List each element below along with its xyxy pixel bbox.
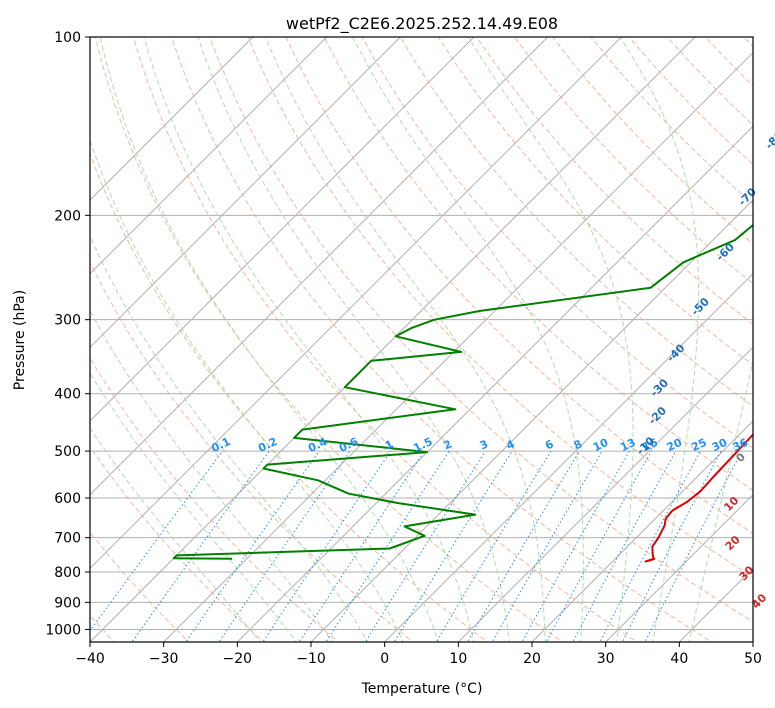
isotherm-line [90,37,254,201]
grid-layer [90,37,753,642]
mixing-ratio-label: 10 [591,436,611,454]
x-tick-label: 50 [744,651,762,667]
y-tick-label: 700 [54,531,81,547]
x-tick-label: −40 [75,651,105,667]
x-tick-label: −20 [223,651,253,667]
chart-title: wetPf2_C2E6.2025.252.14.49.E08 [286,14,558,34]
x-tick-label: 10 [449,651,467,667]
dry-adiabat-line [361,37,753,449]
dry-adiabat-line [90,260,414,642]
moist-adiabat-line [467,37,634,642]
x-tick-label: −10 [296,651,326,667]
series-layer [172,223,753,563]
dry-adiabat-line [399,37,753,407]
moist-adiabat-line [90,235,369,642]
y-tick-label: 800 [54,565,81,581]
mixing-ratio-line [599,450,701,642]
isotherm-line [90,37,328,275]
x-tick-label: −30 [149,651,179,667]
isotherm-line [457,346,753,642]
isotherm-line [90,37,475,422]
isotherm-line [604,493,753,642]
x-tick-label: 20 [523,651,541,667]
isotherm-line [162,51,753,642]
x-axis-title: Temperature (°C) [361,681,483,697]
y-tick-label: 400 [54,387,81,403]
y-axis-title: Pressure (hPa) [12,290,28,390]
moist-adiabat-line [352,37,584,642]
mixing-ratio-label: 36 [731,436,751,454]
moist-adiabat-line [197,37,510,642]
mixing-ratio-label: 25 [689,436,708,454]
y-tick-label: 900 [54,595,81,611]
dry-adiabat-line [323,37,753,491]
y-tick-label: 1000 [45,622,81,638]
dry-adiabat-line [90,152,489,642]
y-tick-label: 200 [54,208,81,224]
isotherm-line [531,420,753,642]
dry-adiabat-line [90,446,265,642]
isotherm-line [236,125,753,642]
mixing-ratio-line [393,450,513,642]
dry-adiabat-line [437,37,753,366]
moist-adiabat-line [99,37,440,642]
tick-layer: −40 −30 −20 −10 0 10 20 30 40 50 1000 900 800 700 600 5… [45,30,762,667]
y-tick-label: 300 [54,313,81,329]
y-tick-label: 500 [54,444,81,460]
mixing-ratio-line [572,450,677,642]
dry-adiabat-line [209,37,753,623]
x-tick-label: 0 [380,651,389,667]
temperature-profile-line [644,433,753,563]
moist-adiabat-line [90,309,333,642]
mixing-ratio-line [131,450,270,642]
mixing-ratio-line [218,450,351,642]
moist-adiabat-line [619,37,699,642]
moist-adiabat-line [90,138,404,642]
isotherm-line [90,37,549,496]
mixing-ratio-label: 13 [618,436,637,454]
y-tick-label: 600 [54,491,81,507]
dry-adiabat-line [132,37,638,642]
y-tick-label: 100 [54,30,81,46]
moist-adiabat-line [688,358,753,642]
dry-adiabat-line [90,531,190,642]
dry-adiabat-line [90,356,339,642]
moist-adiabat-line [265,37,546,642]
moist-adiabat-line [90,427,261,642]
mixing-ratio-line [90,450,223,632]
mixing-ratio-label: 16 [640,436,660,454]
x-tick-label: 30 [597,651,615,667]
mixing-ratio-label: 30 [710,436,730,454]
mixing-ratio-line [466,450,580,642]
dewpoint-profile-line [172,223,753,560]
dry-adiabat-line [171,37,713,642]
dry-adiabat-line [285,37,753,535]
mixing-ratio-line [621,450,722,642]
plot-frame [89,36,754,643]
mixing-ratio-line [298,450,425,642]
mixing-ratio-line [262,450,392,642]
mixing-ratio-line [325,450,450,642]
x-tick-label: 40 [670,651,688,667]
isotherm-line [90,37,623,570]
isotherm-line [383,272,753,642]
moist-adiabat-line [90,371,297,642]
mixing-ratio-line [185,450,320,642]
moist-adiabat-line [143,37,475,642]
mixing-ratio-label: 20 [665,436,685,454]
dry-adiabat-line [476,37,753,325]
mixing-ratio-line [364,450,486,642]
